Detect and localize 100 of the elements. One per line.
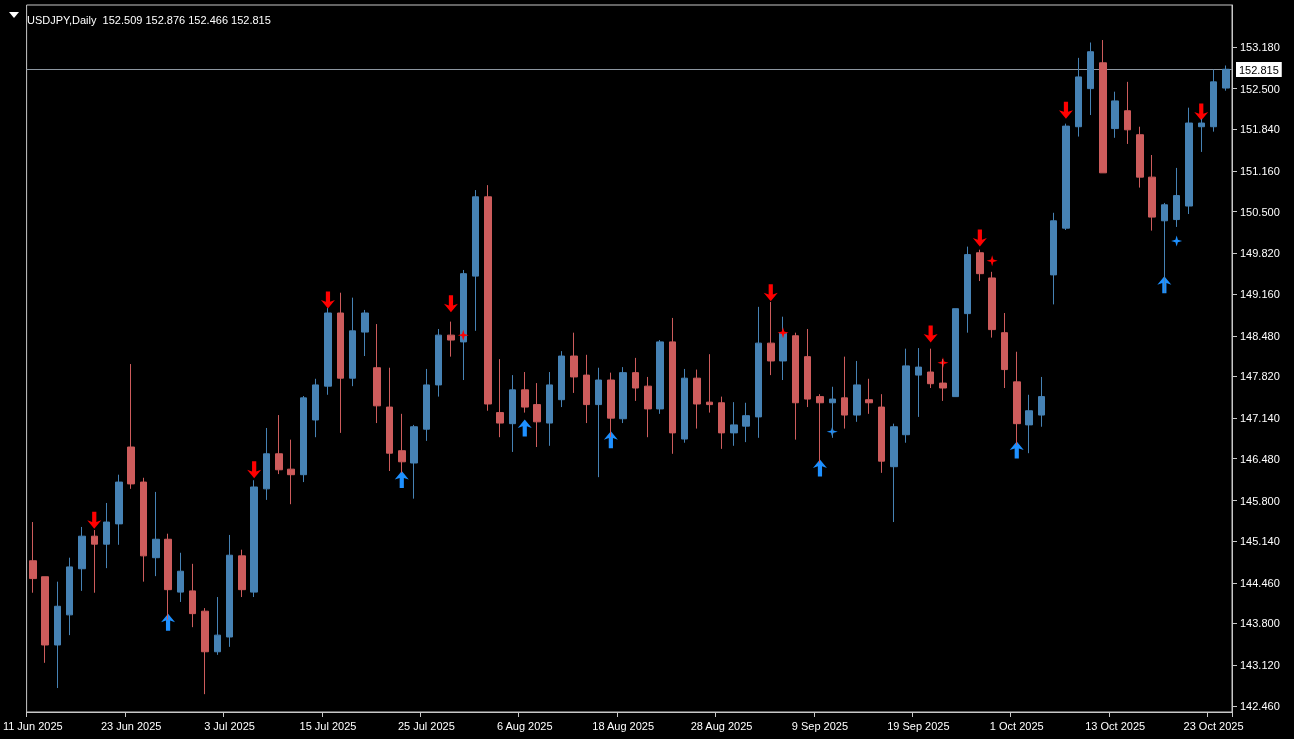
candlestick bbox=[1025, 394, 1033, 454]
candlestick bbox=[373, 323, 381, 424]
ref-line-label: 152.815 bbox=[1239, 63, 1279, 76]
point bbox=[443, 295, 458, 313]
x-tick-label: 15 Jul 2025 bbox=[299, 719, 357, 732]
candlestick bbox=[1210, 69, 1217, 133]
y-tick-label: 151.160 bbox=[1240, 164, 1280, 177]
y-tick-label: 144.460 bbox=[1240, 576, 1280, 589]
candlestick bbox=[1099, 39, 1107, 174]
candlestick bbox=[287, 439, 295, 505]
candlestick bbox=[496, 358, 504, 438]
candlestick bbox=[1222, 64, 1230, 92]
candlestick bbox=[214, 596, 221, 656]
point bbox=[247, 461, 262, 479]
candlestick bbox=[349, 297, 356, 387]
candlestick bbox=[988, 271, 996, 339]
candlestick bbox=[447, 321, 455, 358]
candlestick bbox=[952, 308, 959, 398]
candlestick bbox=[1062, 123, 1070, 231]
candlestick bbox=[656, 339, 664, 415]
candlestick bbox=[816, 393, 824, 464]
point bbox=[763, 284, 778, 302]
candlestick bbox=[1001, 312, 1008, 389]
candlestick bbox=[1038, 376, 1045, 428]
candlestick bbox=[226, 534, 233, 648]
candlestick bbox=[1013, 351, 1021, 446]
candlestick bbox=[337, 292, 344, 434]
candlestick bbox=[103, 502, 110, 569]
candlestick bbox=[423, 368, 430, 442]
candlestick bbox=[127, 363, 135, 490]
y-tick-label: 150.500 bbox=[1240, 205, 1280, 218]
candlestick bbox=[607, 372, 615, 438]
candlestick bbox=[91, 529, 98, 594]
y-tick-label: 151.840 bbox=[1240, 123, 1280, 136]
candlestick bbox=[632, 357, 639, 402]
y-tick-label: 152.500 bbox=[1240, 82, 1280, 95]
x-tick-label: 11 Jun 2025 bbox=[2, 719, 63, 732]
x-tick-label: 28 Aug 2025 bbox=[690, 719, 753, 732]
candlestick bbox=[1161, 202, 1168, 294]
candlestick bbox=[201, 607, 209, 695]
y-tick-label: 147.140 bbox=[1240, 412, 1280, 425]
point bbox=[87, 511, 102, 529]
point bbox=[517, 419, 532, 437]
y-tick-label: 153.180 bbox=[1240, 40, 1280, 53]
candlestick bbox=[484, 184, 492, 412]
y-tick-label: 143.800 bbox=[1240, 617, 1280, 630]
y-tick-label: 145.140 bbox=[1240, 535, 1280, 548]
candlestick bbox=[706, 353, 713, 414]
candlestick bbox=[472, 189, 479, 332]
candlestick bbox=[1075, 57, 1082, 138]
candlestick bbox=[66, 557, 73, 636]
candlestick bbox=[521, 371, 529, 414]
candlestick bbox=[398, 413, 406, 474]
candlestick bbox=[54, 581, 61, 689]
candlestick bbox=[767, 301, 775, 376]
candlestick bbox=[915, 347, 922, 418]
point bbox=[320, 291, 335, 309]
y-tick-label: 143.120 bbox=[1240, 659, 1280, 672]
candlestick bbox=[275, 414, 283, 475]
point bbox=[812, 459, 827, 477]
candlestick bbox=[29, 521, 37, 594]
candlestick bbox=[238, 549, 246, 598]
candlestick bbox=[902, 348, 910, 444]
candlestick bbox=[669, 317, 676, 455]
candlestick bbox=[841, 356, 848, 430]
x-tick-label: 23 Oct 2025 bbox=[1183, 719, 1244, 732]
candlestick bbox=[1173, 167, 1180, 228]
candlestick bbox=[177, 552, 184, 603]
candlestick bbox=[927, 348, 934, 389]
point bbox=[603, 431, 618, 449]
candlestick bbox=[1185, 107, 1193, 215]
candlestick bbox=[533, 382, 541, 448]
candlestick bbox=[681, 368, 688, 444]
point bbox=[1171, 235, 1183, 247]
candlestick bbox=[878, 393, 885, 474]
x-tick-label: 23 Jun 2025 bbox=[100, 719, 162, 732]
candlestick bbox=[1198, 118, 1205, 153]
x-tick-label: 13 Oct 2025 bbox=[1085, 719, 1146, 732]
y-tick-label: 142.460 bbox=[1240, 699, 1280, 712]
candlestick bbox=[718, 396, 725, 450]
point bbox=[394, 471, 409, 489]
candlestick bbox=[1136, 126, 1144, 189]
y-tick-label: 147.820 bbox=[1240, 370, 1280, 383]
point bbox=[161, 613, 176, 631]
y-tick-label: 149.820 bbox=[1240, 247, 1280, 260]
candlestick bbox=[1124, 81, 1131, 145]
candlestick bbox=[140, 477, 147, 583]
candlestick bbox=[619, 366, 627, 424]
y-tick-label: 148.480 bbox=[1240, 329, 1280, 342]
candlestick bbox=[189, 563, 196, 628]
candlestick bbox=[312, 378, 319, 438]
point bbox=[923, 325, 938, 343]
x-tick-label: 9 Sep 2025 bbox=[791, 719, 849, 732]
point bbox=[972, 229, 987, 247]
y-tick-label: 145.800 bbox=[1240, 494, 1280, 507]
text: USDJPY,Daily 152.509 152.876 152.466 152.815 bbox=[27, 13, 271, 26]
y-tick-label: 149.160 bbox=[1240, 287, 1280, 300]
candlestick bbox=[693, 369, 701, 430]
candlestick bbox=[1050, 212, 1057, 305]
x-tick-label: 3 Jul 2025 bbox=[204, 719, 255, 732]
